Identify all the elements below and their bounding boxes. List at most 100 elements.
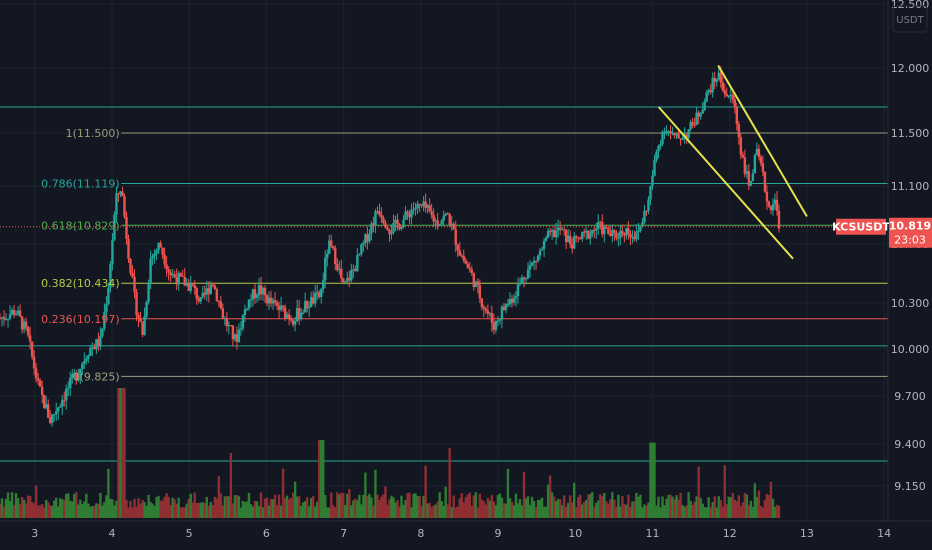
candle-body	[342, 278, 345, 283]
candle-body	[591, 229, 594, 234]
candle-body	[368, 233, 371, 242]
volume-bar	[466, 494, 469, 518]
volume-bar	[12, 505, 16, 518]
volume-bar	[139, 503, 142, 518]
volume-bar	[450, 507, 453, 518]
volume-bar	[542, 506, 546, 518]
volume-bar	[24, 503, 28, 518]
candle-body	[681, 138, 684, 140]
volume-bar	[53, 500, 56, 518]
candle-body	[478, 285, 482, 299]
candle-body	[189, 284, 192, 291]
candle-body	[167, 269, 170, 273]
volume-bar	[77, 504, 80, 518]
candle-body	[753, 154, 757, 174]
volume-bar	[137, 498, 140, 518]
candle-body	[63, 400, 66, 402]
volume-bar	[169, 504, 172, 518]
candle-body	[32, 356, 36, 369]
price-axis-tick-label: 11.500	[891, 127, 930, 140]
candle-body	[570, 244, 574, 249]
volume-bar	[203, 502, 206, 518]
candle-body	[777, 211, 781, 229]
candle-body	[432, 215, 435, 222]
volume-bar	[613, 499, 616, 518]
volume-bar	[177, 497, 180, 518]
candle-body	[400, 227, 403, 230]
candle-body	[579, 238, 582, 240]
trendlines[interactable]	[657, 64, 808, 260]
horizontal-levels	[0, 106, 888, 462]
candle-body	[657, 146, 660, 152]
volume-bar	[207, 505, 210, 518]
volume-bar	[105, 495, 108, 518]
candle-body	[384, 222, 387, 228]
candle-body	[705, 92, 708, 102]
last-price-tag: KCSUSDT 10.819 23:03	[0, 217, 932, 248]
volume-bar	[245, 501, 249, 518]
volume-bar	[199, 502, 202, 518]
volume-bar	[239, 507, 243, 518]
volume-bar	[16, 498, 20, 518]
volume-bar	[235, 495, 239, 518]
volume-bar	[332, 505, 335, 518]
candle-body	[444, 213, 447, 216]
volume-bar	[609, 499, 612, 518]
trendline[interactable]	[717, 64, 808, 217]
candle-body	[458, 250, 461, 256]
candlesticks	[0, 66, 781, 427]
volume-bar	[733, 499, 737, 518]
candle-body	[506, 304, 510, 306]
candle-body	[269, 297, 273, 304]
candle-body	[131, 272, 134, 277]
volume-bar	[225, 495, 229, 518]
candle-body	[22, 321, 26, 330]
volume-bar	[436, 501, 439, 518]
price-axis-tick-label: 9.400	[894, 438, 926, 451]
price-axis-tick-label: 12.000	[891, 62, 930, 75]
candle-body	[376, 211, 379, 213]
candle-body	[261, 288, 265, 295]
volume-bar	[530, 496, 534, 518]
volume-bar	[370, 497, 373, 518]
candle-body	[299, 312, 303, 319]
volume-bar	[386, 504, 389, 518]
volume-bar	[681, 505, 684, 518]
candle-body	[663, 131, 666, 133]
volume-bar	[546, 484, 550, 518]
candle-body	[424, 201, 427, 208]
candle-body	[649, 186, 652, 200]
candle-body	[123, 196, 126, 217]
candle-body	[332, 246, 335, 249]
candle-body	[44, 404, 48, 409]
candle-body	[109, 263, 112, 288]
candle-body	[597, 221, 600, 229]
candle-body	[404, 211, 407, 220]
candle-body	[749, 181, 753, 186]
candle-body	[372, 223, 375, 226]
candle-body	[434, 220, 437, 222]
volume-bar	[390, 495, 393, 518]
volume-bar	[671, 496, 674, 518]
candle-body	[426, 205, 429, 208]
volume-bar	[143, 502, 146, 518]
candle-body	[149, 258, 152, 284]
volume-bar	[705, 507, 708, 518]
trendline[interactable]	[657, 106, 794, 260]
volume-bar	[283, 497, 287, 518]
volume-bar	[87, 503, 90, 518]
volume-bar	[314, 506, 317, 518]
volume-bar	[775, 504, 779, 518]
volume-bar	[729, 497, 732, 518]
volume-bar	[414, 493, 417, 518]
volume-bar	[336, 492, 339, 518]
volume-bar	[536, 499, 540, 518]
candle-body	[581, 231, 584, 240]
volume-bar	[189, 493, 192, 518]
volume-bar	[273, 494, 277, 518]
volume-bar	[683, 506, 686, 518]
time-axis[interactable]: 3 4 5 6 7 8 9 10 11 12 13 14	[31, 527, 891, 540]
volume-bar	[589, 493, 592, 518]
volume-bar	[209, 501, 213, 518]
